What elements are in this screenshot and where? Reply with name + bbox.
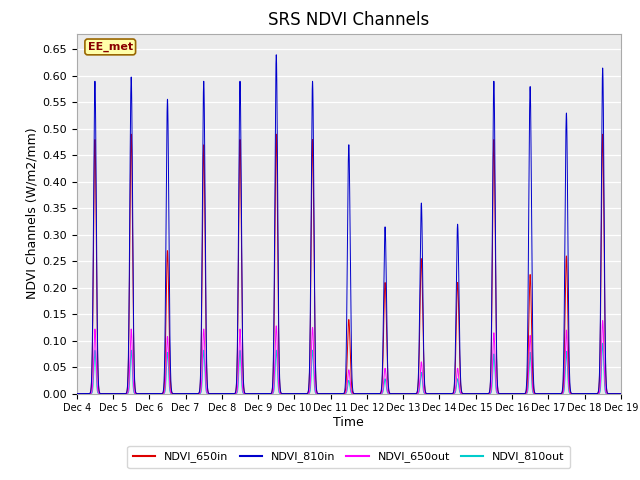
NDVI_650out <box>518 391 525 396</box>
NDVI_650out <box>101 391 109 396</box>
Line: NDVI_650out: NDVI_650out <box>77 321 621 394</box>
NDVI_650out <box>73 391 81 396</box>
NDVI_650in <box>73 391 81 396</box>
Y-axis label: NDVI Channels (W/m2/mm): NDVI Channels (W/m2/mm) <box>25 128 38 300</box>
Line: NDVI_810in: NDVI_810in <box>77 55 621 394</box>
NDVI_810in <box>518 391 525 396</box>
NDVI_810out <box>497 391 504 396</box>
NDVI_650in <box>599 132 607 137</box>
Line: NDVI_810out: NDVI_810out <box>77 343 621 394</box>
NDVI_650out <box>510 391 518 396</box>
NDVI_810out <box>363 391 371 396</box>
NDVI_810in <box>73 391 81 396</box>
NDVI_810out <box>510 391 518 396</box>
NDVI_810out <box>73 391 81 396</box>
NDVI_650in <box>518 391 525 396</box>
NDVI_810out <box>617 391 625 396</box>
NDVI_650in <box>617 391 625 396</box>
Text: EE_met: EE_met <box>88 42 133 52</box>
NDVI_810out <box>482 391 490 396</box>
NDVI_810in <box>497 391 504 396</box>
NDVI_810in <box>510 391 518 396</box>
NDVI_650in <box>497 391 504 396</box>
NDVI_650in <box>363 391 371 396</box>
NDVI_810out <box>420 390 428 396</box>
NDVI_810out <box>518 391 525 396</box>
NDVI_810in <box>482 391 490 396</box>
NDVI_810in <box>101 391 109 396</box>
NDVI_650in <box>510 391 518 396</box>
Line: NDVI_650in: NDVI_650in <box>77 134 621 394</box>
NDVI_650in <box>420 373 428 379</box>
NDVI_810out <box>101 391 109 396</box>
NDVI_650out <box>482 391 490 396</box>
Title: SRS NDVI Channels: SRS NDVI Channels <box>268 11 429 29</box>
NDVI_810in <box>617 391 625 396</box>
NDVI_650out <box>420 389 428 395</box>
NDVI_810out <box>599 340 607 346</box>
NDVI_650out <box>599 318 607 324</box>
NDVI_650in <box>482 391 490 396</box>
NDVI_810in <box>420 366 428 372</box>
Legend: NDVI_650in, NDVI_810in, NDVI_650out, NDVI_810out: NDVI_650in, NDVI_810in, NDVI_650out, NDV… <box>127 446 570 468</box>
NDVI_810in <box>273 52 280 58</box>
NDVI_650in <box>101 391 109 396</box>
NDVI_650out <box>363 391 371 396</box>
X-axis label: Time: Time <box>333 416 364 429</box>
NDVI_650out <box>617 391 625 396</box>
NDVI_650out <box>497 391 504 396</box>
